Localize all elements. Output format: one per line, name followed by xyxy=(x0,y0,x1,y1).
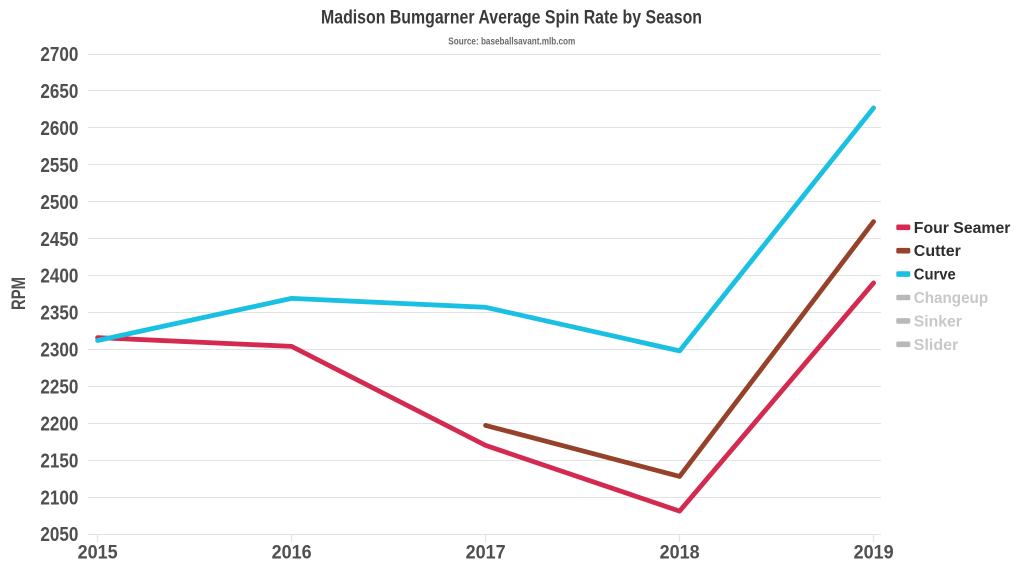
svg-text:2400: 2400 xyxy=(40,265,78,288)
svg-text:Madison Bumgarner Average Spin: Madison Bumgarner Average Spin Rate by S… xyxy=(321,8,702,29)
svg-text:2450: 2450 xyxy=(40,228,78,251)
svg-text:RPM: RPM xyxy=(9,277,30,310)
svg-text:2250: 2250 xyxy=(40,376,78,399)
svg-text:2100: 2100 xyxy=(40,486,78,509)
svg-text:2150: 2150 xyxy=(40,449,78,472)
svg-text:2018: 2018 xyxy=(660,543,700,564)
svg-text:2019: 2019 xyxy=(854,543,894,564)
svg-text:Four Seamer: Four Seamer xyxy=(914,220,1011,237)
svg-text:2017: 2017 xyxy=(466,543,506,564)
svg-text:Curve: Curve xyxy=(914,267,956,284)
svg-text:2300: 2300 xyxy=(40,339,78,362)
svg-text:2700: 2700 xyxy=(40,43,78,66)
svg-text:2016: 2016 xyxy=(272,543,312,564)
svg-text:2015: 2015 xyxy=(78,543,118,564)
svg-text:Sinker: Sinker xyxy=(914,313,962,330)
svg-text:2050: 2050 xyxy=(40,523,78,546)
svg-text:2200: 2200 xyxy=(40,412,78,435)
svg-text:2500: 2500 xyxy=(40,191,78,214)
svg-text:2650: 2650 xyxy=(40,80,78,103)
svg-text:2600: 2600 xyxy=(40,117,78,140)
svg-text:Changeup: Changeup xyxy=(914,290,989,307)
svg-text:Source: baseballsavant.mlb.com: Source: baseballsavant.mlb.com xyxy=(448,36,575,48)
svg-text:Slider: Slider xyxy=(914,337,958,354)
svg-text:2550: 2550 xyxy=(40,154,78,177)
svg-text:Cutter: Cutter xyxy=(914,243,961,260)
svg-text:2350: 2350 xyxy=(40,302,78,325)
